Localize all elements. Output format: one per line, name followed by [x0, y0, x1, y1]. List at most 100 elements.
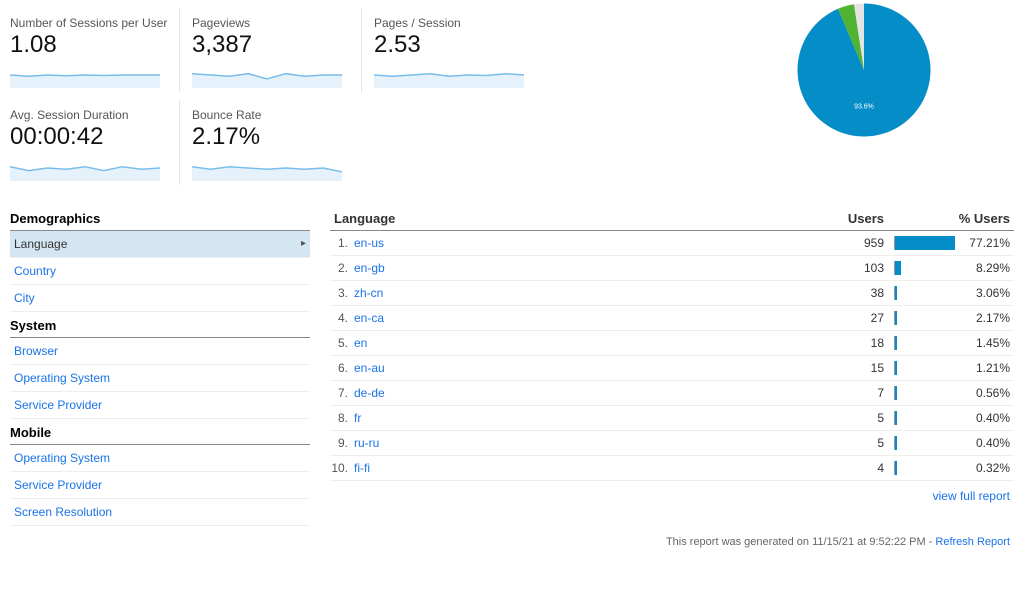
metric-label: Pages / Session — [374, 16, 534, 30]
row-bar — [894, 436, 954, 450]
dimension-item[interactable]: Service Provider — [10, 392, 310, 419]
footer-generated-text: This report was generated on 11/15/21 at… — [666, 536, 935, 548]
row-pct: 0.32% — [894, 461, 1014, 475]
row-users: 15 — [824, 361, 894, 375]
dimension-item-label: Service Provider — [14, 478, 102, 492]
row-bar — [894, 261, 954, 275]
sparkline-pageviews — [192, 62, 342, 88]
row-pct: 8.29% — [894, 261, 1014, 275]
dimension-item-label: Operating System — [14, 371, 110, 385]
dimension-item[interactable]: Operating System — [10, 445, 310, 472]
col-dimension: Language — [330, 211, 824, 226]
dimension-item-label: Operating System — [14, 451, 110, 465]
table-row: 1.en-us959 77.21% — [330, 231, 1014, 256]
row-bar — [894, 411, 954, 425]
dimension-item[interactable]: Browser — [10, 338, 310, 365]
row-pct-text: 2.17% — [960, 311, 1010, 325]
dimension-item-label: Screen Resolution — [14, 505, 112, 519]
row-users: 27 — [824, 311, 894, 325]
row-bar — [894, 461, 954, 475]
table-row: 6.en-au15 1.21% — [330, 356, 1014, 381]
row-bar — [894, 386, 954, 400]
dimension-group-title: Demographics — [10, 205, 310, 231]
dimension-item[interactable]: Service Provider — [10, 472, 310, 499]
dimension-item[interactable]: Language ▸ — [10, 231, 310, 258]
row-language-link[interactable]: en-ca — [354, 311, 824, 325]
col-users: Users — [824, 211, 894, 226]
row-language-link[interactable]: en-au — [354, 361, 824, 375]
row-pct-text: 3.06% — [960, 286, 1010, 300]
view-full-report-link[interactable]: view full report — [933, 489, 1010, 503]
row-pct-text: 0.40% — [960, 411, 1010, 425]
row-language-link[interactable]: fr — [354, 411, 824, 425]
metric-label: Pageviews — [192, 16, 351, 30]
row-users: 7 — [824, 386, 894, 400]
table-row: 3.zh-cn383.06% — [330, 281, 1014, 306]
row-pct-text: 0.32% — [960, 461, 1010, 475]
metric-label: Bounce Rate — [192, 108, 352, 122]
row-pct-text: 1.45% — [960, 336, 1010, 350]
dimensions-panel: DemographicsLanguage▸CountryCitySystemBr… — [10, 205, 310, 526]
row-bar — [894, 286, 954, 300]
row-language-link[interactable]: de-de — [354, 386, 824, 400]
metric-value: 3,387 — [192, 32, 351, 58]
row-bar — [894, 336, 954, 350]
sparkline-avg-session-duration — [10, 155, 160, 181]
row-index: 1. — [330, 236, 354, 250]
report-footer: This report was generated on 11/15/21 at… — [0, 526, 1024, 548]
table-row: 10.fi-fi40.32% — [330, 456, 1014, 481]
row-pct-text: 0.56% — [960, 386, 1010, 400]
dimension-item-label: Service Provider — [14, 398, 102, 412]
row-pct: 2.17% — [894, 311, 1014, 325]
language-table: Language Users % Users 1.en-us959 77.21% 2… — [330, 205, 1014, 526]
row-bar — [894, 361, 954, 375]
dimension-item-label: Language — [14, 237, 67, 251]
row-pct: 1.45% — [894, 336, 1014, 350]
sparkline-bounce-rate — [192, 155, 342, 181]
dimension-item[interactable]: City — [10, 285, 310, 312]
row-language-link[interactable]: ru-ru — [354, 436, 824, 450]
row-index: 5. — [330, 336, 354, 350]
row-pct-text: 8.29% — [960, 261, 1010, 275]
row-language-link[interactable]: en — [354, 336, 824, 350]
chevron-right-icon: ▸ — [301, 238, 306, 249]
row-language-link[interactable]: en-gb — [354, 261, 824, 275]
metric-pages-per-session: Pages / Session 2.53 — [374, 8, 544, 92]
row-pct: 77.21% — [894, 236, 1014, 250]
row-language-link[interactable]: en-us — [354, 236, 824, 250]
row-users: 959 — [824, 236, 894, 250]
row-pct-text: 0.40% — [960, 436, 1010, 450]
col-pct-users: % Users — [894, 211, 1014, 226]
metric-value: 2.17% — [192, 124, 352, 150]
sparkline-sessions-per-user — [10, 62, 160, 88]
row-language-link[interactable]: fi-fi — [354, 461, 824, 475]
table-row: 2.en-gb1038.29% — [330, 256, 1014, 281]
dimension-item[interactable]: Operating System — [10, 365, 310, 392]
metric-pageviews: Pageviews 3,387 — [192, 8, 362, 92]
table-row: 4.en-ca27 2.17% — [330, 306, 1014, 331]
row-pct: 0.40% — [894, 436, 1014, 450]
svg-text:93.6%: 93.6% — [854, 104, 874, 111]
row-index: 8. — [330, 411, 354, 425]
table-row: 8.fr50.40% — [330, 406, 1014, 431]
refresh-report-link[interactable]: Refresh Report — [935, 536, 1010, 548]
table-row: 5.en18 1.45% — [330, 331, 1014, 356]
row-bar — [894, 236, 954, 250]
dimension-item[interactable]: Screen Resolution — [10, 499, 310, 526]
metric-label: Avg. Session Duration — [10, 108, 169, 122]
sparkline-pages-per-session — [374, 62, 524, 88]
row-language-link[interactable]: zh-cn — [354, 286, 824, 300]
row-pct-text: 1.21% — [960, 361, 1010, 375]
row-index: 3. — [330, 286, 354, 300]
visitors-pie-chart: 93.6% — [764, 0, 964, 140]
row-index: 4. — [330, 311, 354, 325]
row-pct: 3.06% — [894, 286, 1014, 300]
row-index: 9. — [330, 436, 354, 450]
dimension-item[interactable]: Country — [10, 258, 310, 285]
metric-bounce-rate: Bounce Rate 2.17% — [192, 100, 362, 184]
row-index: 6. — [330, 361, 354, 375]
row-pct: 0.56% — [894, 386, 1014, 400]
row-pct: 0.40% — [894, 411, 1014, 425]
row-users: 18 — [824, 336, 894, 350]
row-pct-text: 77.21% — [960, 236, 1010, 250]
